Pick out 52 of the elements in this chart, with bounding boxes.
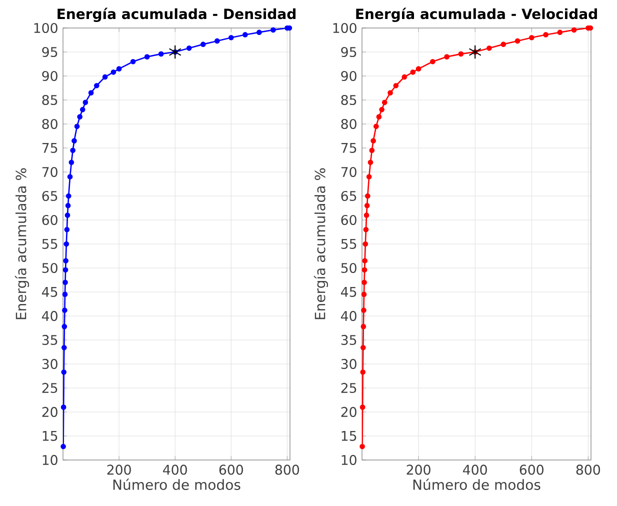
y-tick-label: 70 [341, 166, 356, 178]
y-tick-label: 75 [341, 143, 356, 153]
y-tick-label: 20 [341, 406, 356, 418]
y-tick-label: 65 [341, 190, 356, 202]
chart-title: Energía acumulada - Velocidad [356, 8, 597, 22]
y-tick-label: 90 [42, 70, 58, 82]
y-tick-label: 100 [34, 22, 58, 34]
y-tick-label: 30 [42, 358, 58, 370]
x-tick-label: 600 [520, 464, 544, 475]
y-tick-label: 10 [42, 454, 58, 466]
y-tick-label: 75 [42, 143, 58, 153]
y-tick-label: 50 [341, 262, 356, 274]
y-tick-label: 50 [42, 262, 58, 274]
y-tick-label: 65 [42, 190, 58, 202]
x-tick-label: 400 [463, 464, 487, 475]
x-tick-label: 200 [406, 464, 430, 475]
y-tick-label: 15 [342, 431, 356, 441]
y-tick-label: 100 [333, 22, 356, 34]
y-tick-label: 55 [42, 239, 58, 249]
x-tick-label: 800 [576, 464, 600, 475]
x-tick-label: 200 [107, 464, 131, 475]
y-tick-label: 95 [341, 46, 356, 58]
y-tick-label: 30 [341, 358, 356, 370]
y-axis-title: Energía acumulada % [314, 168, 328, 320]
y-tick-label: 45 [340, 287, 356, 297]
y-tick-label: 85 [42, 94, 58, 106]
y-tick-label: 85 [341, 94, 356, 106]
x-tick-label: 800 [275, 464, 300, 475]
y-tick-label: 15 [42, 431, 58, 441]
y-tick-label: 60 [42, 214, 58, 226]
y-tick-label: 60 [341, 214, 356, 226]
y-tick-label: 95 [42, 46, 58, 58]
x-axis-title: Número de modos [413, 478, 540, 490]
x-axis-title: Número de modos [113, 478, 240, 490]
y-tick-label: 25 [42, 382, 58, 394]
y-tick-label: 10 [342, 454, 356, 466]
y-tick-label: 45 [42, 287, 58, 297]
y-tick-label: 35 [341, 334, 356, 346]
y-axis-title: Energía acumulada % [14, 168, 30, 320]
y-tick-label: 80 [341, 118, 356, 130]
chart-title: Energía acumulada - Densidad [58, 8, 296, 22]
y-tick-label: 20 [42, 406, 58, 418]
y-tick-label: 90 [341, 70, 356, 82]
x-tick-label: 600 [219, 464, 243, 475]
y-tick-label: 35 [42, 334, 58, 346]
x-tick-label: 400 [163, 464, 187, 475]
y-tick-label: 25 [341, 382, 356, 394]
y-tick-label: 80 [42, 118, 58, 130]
y-tick-label: 40 [340, 310, 356, 322]
y-tick-label: 40 [42, 310, 58, 322]
y-tick-label: 70 [42, 166, 58, 178]
y-tick-label: 55 [341, 239, 356, 249]
